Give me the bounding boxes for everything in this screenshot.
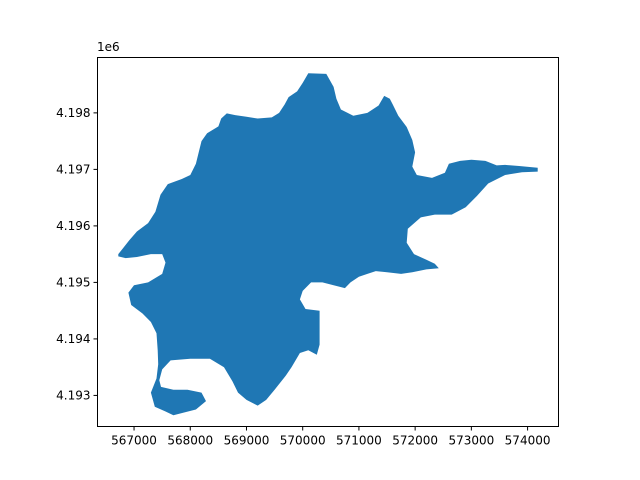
y-tick-label: 4.194 [56, 332, 90, 346]
x-tick-label: 567000 [111, 434, 157, 448]
x-tick-label: 568000 [167, 434, 213, 448]
x-tick-label: 573000 [448, 434, 494, 448]
x-tick-label: 571000 [336, 434, 382, 448]
x-tick-label: 574000 [505, 434, 551, 448]
x-axis: 567000 568000 569000 570000 571000 572000 5730… [111, 426, 551, 448]
region-polygon [118, 73, 538, 416]
axes-frame [97, 57, 559, 427]
y-tick-label: 4.196 [56, 219, 90, 233]
y-axis-offset-label: 1e6 [97, 40, 120, 54]
y-axis: 4.193 4.194 4.195 4.196 4.197 4.198 [56, 106, 98, 402]
plot-area [118, 73, 538, 416]
y-tick-label: 4.193 [56, 388, 90, 402]
y-tick-label: 4.195 [56, 275, 90, 289]
y-tick-label: 4.198 [56, 106, 90, 120]
x-tick-label: 572000 [392, 434, 438, 448]
x-tick-label: 569000 [224, 434, 270, 448]
y-tick-label: 4.197 [56, 162, 90, 176]
x-tick-label: 570000 [280, 434, 326, 448]
